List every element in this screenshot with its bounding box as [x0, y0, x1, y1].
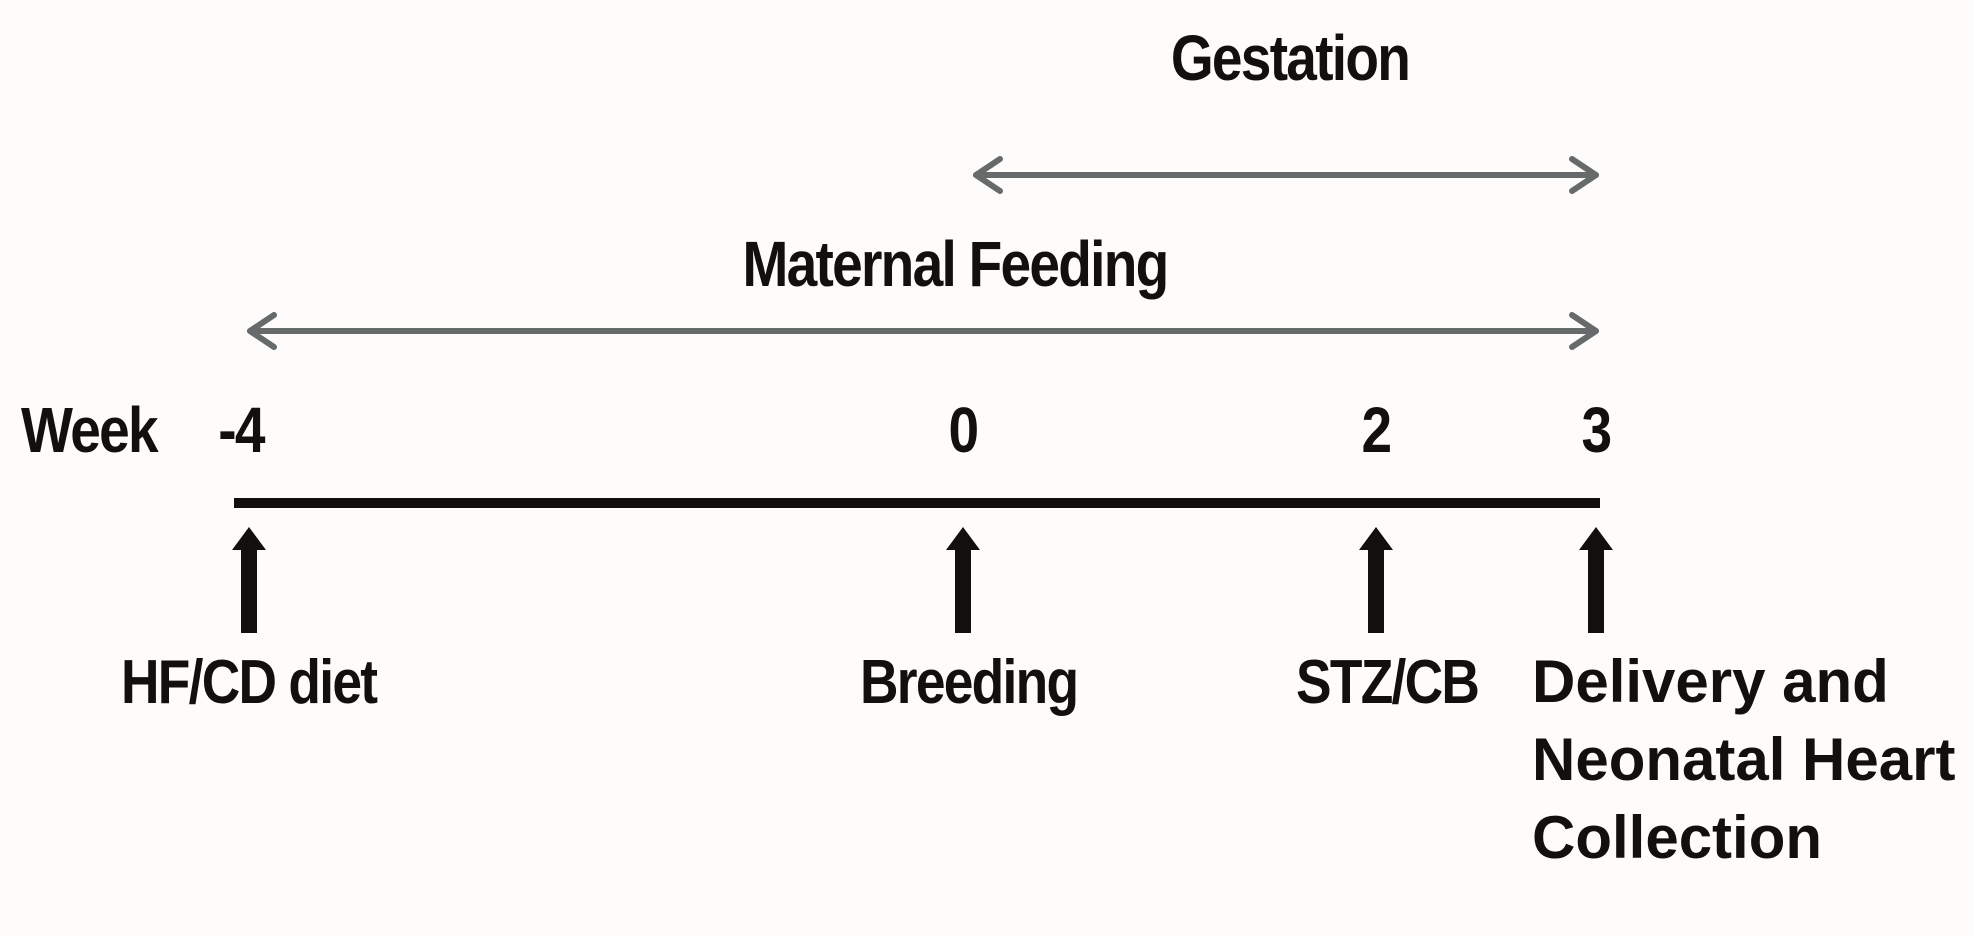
- tick-label: -4: [218, 394, 265, 466]
- tick-label: 0: [948, 394, 980, 466]
- up-arrow-icon: [232, 527, 266, 633]
- tick-label: 2: [1361, 394, 1393, 466]
- up-arrow-icon: [1359, 527, 1393, 633]
- timeline-axis-line: [234, 498, 1600, 508]
- event-label-hf-cd-diet: HF/CD diet: [121, 648, 378, 717]
- event-label-breeding: Breeding: [860, 648, 1079, 717]
- gestation-label: Gestation: [1170, 22, 1411, 94]
- maternal-feeding-label: Maternal Feeding: [742, 228, 1169, 300]
- event-label-delivery: Delivery and Neonatal Heart Collection: [1532, 643, 1955, 877]
- gestation-double-arrow-icon: [973, 156, 1599, 194]
- tick-label: 3: [1581, 394, 1613, 466]
- event-label-line: Collection: [1532, 804, 1823, 871]
- event-label-stz-cb: STZ/CB: [1296, 648, 1480, 717]
- event-label-line: Delivery and: [1532, 648, 1889, 715]
- maternal-feeding-double-arrow-icon: [247, 312, 1599, 350]
- axis-label-week: Week: [21, 394, 159, 466]
- up-arrow-icon: [1579, 527, 1613, 633]
- up-arrow-icon: [946, 527, 980, 633]
- event-label-line: Neonatal Heart: [1532, 726, 1956, 793]
